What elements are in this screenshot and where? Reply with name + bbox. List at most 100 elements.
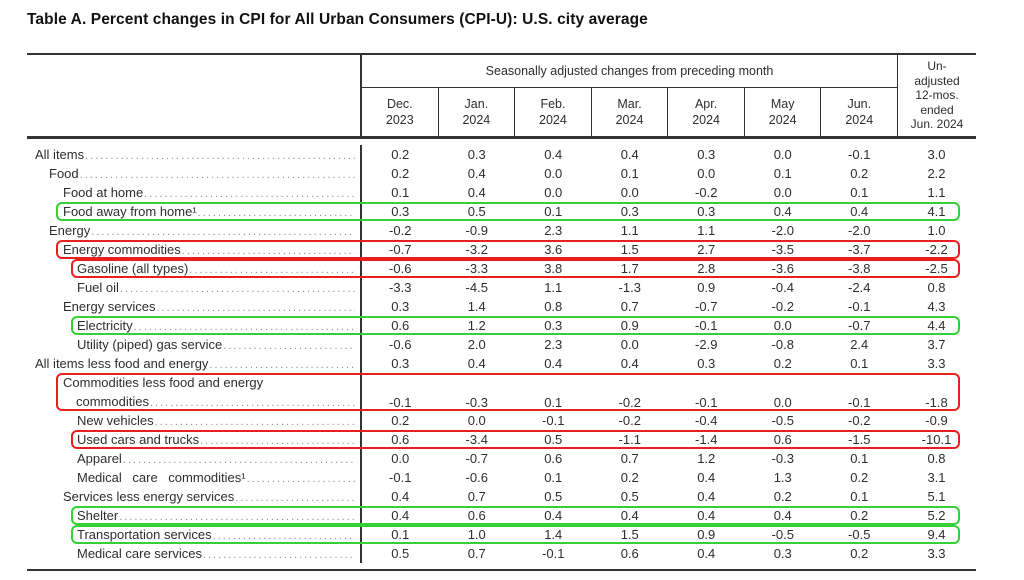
cell-value: 0.5: [620, 489, 639, 504]
cell-value: 0.6: [467, 508, 486, 523]
cell-value: 0.1: [391, 185, 410, 200]
cell-value: 0.0: [620, 185, 639, 200]
cell-value: 2.3: [544, 223, 563, 238]
cell-value: -0.7: [465, 451, 488, 466]
cell-value: 0.3: [697, 356, 716, 371]
table-row: Fuel oil -3.3 -4.5 1.1 -1.3 0.9 -0.4 -2.4 0.8: [27, 278, 976, 297]
row-label: All items less food and energy: [27, 354, 362, 373]
cell-value: 0.6: [773, 432, 792, 447]
cell-value: 0.7: [467, 489, 486, 504]
dot-leader: [150, 394, 355, 411]
cell-value: 0.6: [544, 451, 563, 466]
cell-value: 3.8: [544, 261, 563, 276]
row-label: Gasoline (all types): [27, 259, 362, 278]
cell-value: 5.2: [927, 508, 946, 523]
table-row: All items 0.2 0.3 0.4 0.4 0.3 0.0 -0.1 3.0: [27, 145, 976, 164]
cell-value: -0.3: [465, 394, 488, 410]
cell-value: 0.0: [773, 185, 792, 200]
cell-value: 2.2: [927, 166, 946, 181]
cell-value: 0.1: [544, 204, 563, 219]
cell-value: -10.1: [921, 432, 952, 447]
column-header-jun-2024: Jun. 2024: [820, 88, 897, 136]
row-label-text: Used cars and trucks: [77, 432, 200, 447]
row-label: Medical care services: [27, 544, 362, 563]
cell-value: -0.2: [618, 394, 641, 410]
cell-value: -2.4: [848, 280, 871, 295]
table-body: All items 0.2 0.3 0.4 0.4 0.3 0.0 -0.1 3.0 Food 0.…: [27, 139, 976, 571]
group-header-label: Seasonally adjusted changes from precedi…: [362, 55, 897, 88]
cell-value: 3.3: [927, 546, 946, 561]
cell-value: 0.2: [773, 489, 792, 504]
cell-value: 0.5: [467, 204, 486, 219]
cell-value: 1.3: [773, 470, 792, 485]
cell-value: -0.6: [389, 337, 412, 352]
cell-value: 3.1: [927, 470, 946, 485]
cell-value: -3.7: [848, 242, 871, 257]
row-label-text: New vehicles: [77, 413, 154, 428]
cell-value: 0.4: [544, 508, 563, 523]
table-row: New vehicles 0.2 0.0 -0.1 -0.2 -0.4 -0.5 -0.2 -0…: [27, 411, 976, 430]
cell-value: 1.1: [620, 223, 639, 238]
cell-value: 3.0: [927, 147, 946, 162]
cell-value: 2.4: [850, 337, 869, 352]
table-row: Gasoline (all types) -0.6 -3.3 3.8 1.7 2.8 -3.…: [27, 259, 976, 278]
header-corner-cell: [27, 55, 362, 136]
table-row: Energy services 0.3 1.4 0.8 0.7 -0.7 -0.2 -0.1 4…: [27, 297, 976, 316]
month-header-row: Dec. 2023 Jan. 2024 Feb. 2024 Mar. 2024: [362, 88, 897, 136]
cell-value: 0.1: [544, 470, 563, 485]
cell-value: -1.1: [618, 432, 641, 447]
row-label-text: Food: [49, 166, 79, 181]
cell-value: 0.2: [850, 166, 869, 181]
dot-leader: [235, 489, 355, 506]
cell-value: -0.2: [618, 413, 641, 428]
cell-value: -3.5: [771, 242, 794, 257]
cell-value: -0.2: [389, 223, 412, 238]
table-row: Energy commodities -0.7 -3.2 3.6 1.5 2.7 -3.5 -…: [27, 240, 976, 259]
seasonally-adjusted-group: Seasonally adjusted changes from precedi…: [362, 55, 898, 136]
dot-leader: [189, 261, 355, 278]
cell-value: 0.4: [697, 489, 716, 504]
row-label: Commodities less food and energy commodit…: [27, 373, 362, 411]
cell-value: -0.5: [771, 527, 794, 542]
table-row: Commodities less food and energy commodit…: [27, 373, 976, 411]
cell-value: 0.2: [391, 413, 410, 428]
dot-leader: [213, 527, 355, 544]
table-header: Seasonally adjusted changes from precedi…: [27, 53, 976, 139]
table-row: Used cars and trucks 0.6 -3.4 0.5 -1.1 -1.4 0.…: [27, 430, 976, 449]
cell-value: 1.2: [467, 318, 486, 333]
dot-leader: [85, 147, 355, 164]
page-title: Table A. Percent changes in CPI for All …: [27, 11, 648, 28]
cell-value: -0.1: [542, 413, 565, 428]
cpi-table: Seasonally adjusted changes from precedi…: [27, 53, 976, 571]
cell-value: 0.8: [544, 299, 563, 314]
cell-value: -3.2: [465, 242, 488, 257]
row-label: Food at home: [27, 183, 362, 202]
row-label-text: Energy: [49, 223, 91, 238]
dot-leader: [247, 470, 355, 487]
dot-leader: [119, 508, 355, 525]
cell-value: 0.8: [927, 451, 946, 466]
column-header-apr-2024: Apr. 2024: [667, 88, 744, 136]
cell-value: 0.3: [467, 147, 486, 162]
cell-value: 0.0: [544, 166, 563, 181]
cell-value: -0.7: [389, 242, 412, 257]
table-row: Food away from home¹ 0.3 0.5 0.1 0.3 0.3 0.4 0.…: [27, 202, 976, 221]
cell-value: 0.0: [773, 318, 792, 333]
cell-value: -0.7: [695, 299, 718, 314]
cell-value: -0.5: [771, 413, 794, 428]
row-label: New vehicles: [27, 411, 362, 430]
dot-leader: [223, 337, 355, 354]
cell-value: -0.4: [771, 280, 794, 295]
cell-value: 0.1: [544, 394, 563, 410]
cell-value: 0.4: [773, 204, 792, 219]
row-label-text: Commodities less food and energy: [63, 375, 264, 390]
cell-value: 0.4: [620, 147, 639, 162]
cell-value: 0.3: [773, 546, 792, 561]
cell-value: 1.0: [927, 223, 946, 238]
cell-value: 1.1: [544, 280, 563, 295]
cell-value: 0.0: [697, 166, 716, 181]
cell-value: 0.2: [850, 546, 869, 561]
table-row: Transportation services 0.1 1.0 1.4 1.5 0.9 -0…: [27, 525, 976, 544]
dot-leader: [155, 413, 355, 430]
cell-value: 0.4: [697, 508, 716, 523]
